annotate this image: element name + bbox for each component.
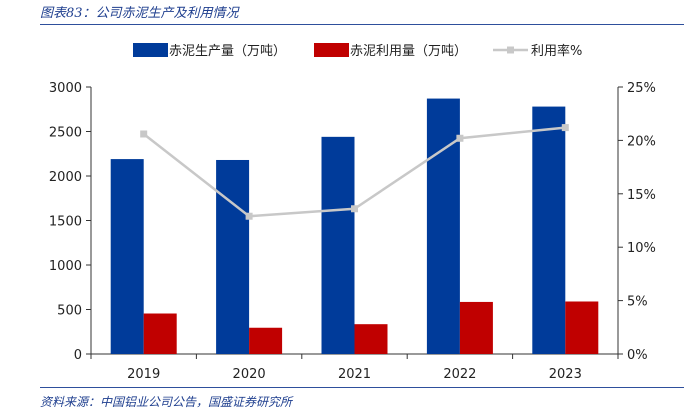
utilization-rate-point-2019 <box>140 130 148 138</box>
figure-title: 图表83：公司赤泥生产及利用情况 <box>40 6 239 21</box>
y-right-tick-label: 5% <box>627 295 648 310</box>
y-left-tick-label: 3000 <box>49 81 82 96</box>
legend-swatch-marker <box>507 46 514 54</box>
utilization-rate-point-2023 <box>561 124 569 132</box>
legend: 赤泥生产量（万吨） 赤泥利用量（万吨） 利用率% <box>133 43 582 59</box>
y-left-tick-label: 1000 <box>49 259 82 274</box>
bar-production-2019 <box>110 159 144 354</box>
top-divider <box>40 24 684 25</box>
bar-production-2020 <box>216 159 250 354</box>
x-tick-label: 2023 <box>549 367 582 382</box>
y-left-tick-label: 2500 <box>49 126 82 141</box>
bar-utilization-2019 <box>143 313 177 354</box>
bottom-divider <box>40 387 684 388</box>
x-tick-label: 2022 <box>443 367 476 382</box>
y-right-tick-label: 15% <box>627 188 656 203</box>
axes: 0 500 1000 1500 2000 2500 3000 0% 5% 10% 15% 20% 25%… <box>49 81 656 382</box>
y-right-tick-label: 10% <box>627 241 656 256</box>
legend-swatch-0 <box>133 43 168 57</box>
utilization-rate-point-2020 <box>245 212 253 220</box>
bar-utilization-2023 <box>565 301 599 354</box>
utilization-line <box>140 124 569 220</box>
legend-label-2: 利用率% <box>531 43 582 59</box>
x-tick-label: 2021 <box>338 367 371 382</box>
y-left-tick-label: 1500 <box>49 215 82 230</box>
y-right-tick-label: 25% <box>627 81 656 96</box>
legend-swatch-1 <box>314 43 349 57</box>
x-tick-label: 2020 <box>233 367 266 382</box>
bar-utilization-2020 <box>249 327 283 354</box>
bar-production-2022 <box>426 98 460 354</box>
source-note: 资料来源：中国铝业公司公告，国盛证券研究所 <box>40 395 293 409</box>
y-right-tick-label: 0% <box>627 348 648 363</box>
utilization-rate-point-2022 <box>456 134 464 142</box>
x-tick-label: 2019 <box>127 367 160 382</box>
y-left-tick-label: 0 <box>74 348 82 363</box>
bar-production-2021 <box>321 136 355 354</box>
bar-utilization-2021 <box>354 324 388 354</box>
bar-utilization-2022 <box>459 301 493 354</box>
y-left-tick-label: 500 <box>57 304 82 319</box>
y-left-tick-label: 2000 <box>49 170 82 185</box>
bar-production-2023 <box>532 106 566 354</box>
y-right-tick-label: 20% <box>627 134 656 149</box>
legend-label-0: 赤泥生产量（万吨） <box>169 44 286 59</box>
bars <box>110 98 599 354</box>
utilization-rate-point-2021 <box>351 205 358 213</box>
legend-label-1: 赤泥利用量（万吨） <box>350 44 467 59</box>
